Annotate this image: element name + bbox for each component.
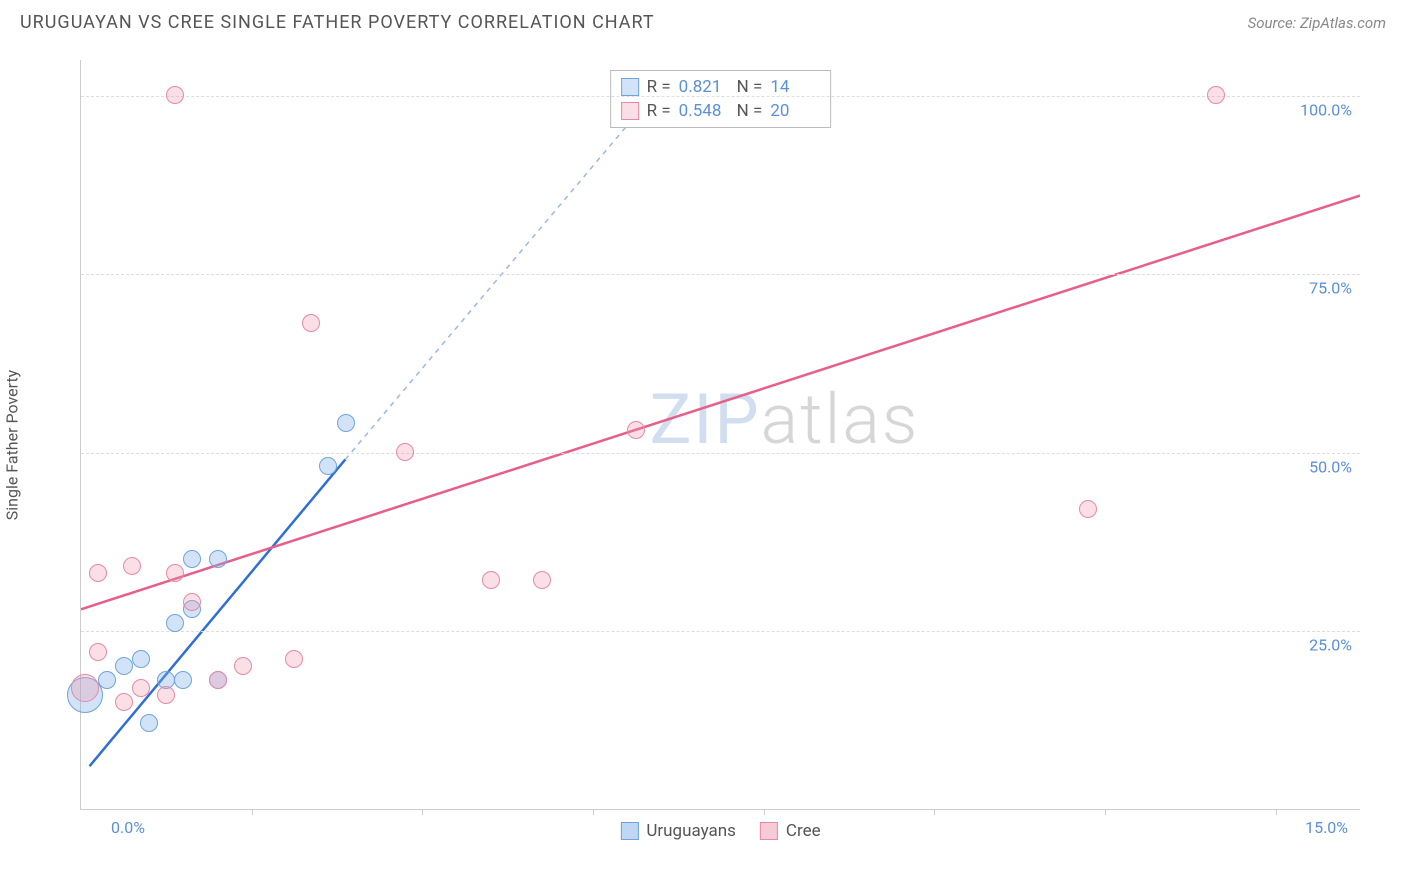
stats-row: R = 0.548 N = 20 xyxy=(621,99,821,123)
legend-swatch xyxy=(760,822,778,840)
legend-swatch xyxy=(621,102,639,120)
x-tick xyxy=(764,809,765,815)
data-point xyxy=(1207,86,1225,104)
data-point xyxy=(166,86,184,104)
trendline-uruguayans xyxy=(90,459,346,766)
legend-label: Uruguayans xyxy=(646,821,736,841)
trend-lines xyxy=(81,60,1360,809)
data-point xyxy=(89,564,107,582)
data-point xyxy=(302,314,320,332)
r-value: 0.548 xyxy=(679,101,729,121)
data-point xyxy=(183,550,201,568)
data-point xyxy=(132,650,150,668)
data-point xyxy=(209,671,227,689)
data-point xyxy=(71,674,99,702)
stat-label: R = xyxy=(647,77,671,97)
data-point xyxy=(627,421,645,439)
x-tick xyxy=(1276,809,1277,815)
watermark: ZIPatlas xyxy=(649,379,919,461)
data-point xyxy=(98,671,116,689)
trendline-extension xyxy=(345,96,652,460)
data-point xyxy=(123,557,141,575)
data-point xyxy=(234,657,252,675)
data-point xyxy=(174,671,192,689)
data-point xyxy=(115,693,133,711)
data-point xyxy=(115,657,133,675)
data-point xyxy=(183,593,201,611)
gridline xyxy=(81,453,1360,454)
x-tick xyxy=(593,809,594,815)
x-axis-min-label: 0.0% xyxy=(111,818,145,837)
stat-label: N = xyxy=(737,101,763,121)
plot-area: ZIPatlas R =0.821N =14R =0.548N =20 Urug… xyxy=(80,60,1360,810)
data-point xyxy=(166,564,184,582)
y-tick-label: 25.0% xyxy=(1309,636,1352,655)
x-tick xyxy=(1105,809,1106,815)
y-axis-title: Single Father Poverty xyxy=(3,370,22,521)
r-value: 0.821 xyxy=(679,77,729,97)
trendline-cree xyxy=(81,196,1360,610)
data-point xyxy=(1079,500,1097,518)
chart-title: URUGUAYAN VS CREE SINGLE FATHER POVERTY … xyxy=(20,12,655,33)
x-tick xyxy=(422,809,423,815)
data-point xyxy=(396,443,414,461)
data-point xyxy=(166,614,184,632)
x-tick xyxy=(934,809,935,815)
legend-item: Uruguayans xyxy=(620,821,736,841)
legend-label: Cree xyxy=(786,821,821,841)
data-point xyxy=(482,571,500,589)
data-point xyxy=(132,679,150,697)
y-tick-label: 100.0% xyxy=(1300,100,1352,119)
gridline xyxy=(81,96,1360,97)
n-value: 20 xyxy=(770,101,820,121)
watermark-atlas: atlas xyxy=(761,379,920,461)
legend-swatch xyxy=(620,822,638,840)
y-tick-label: 50.0% xyxy=(1309,457,1352,476)
gridline xyxy=(81,631,1360,632)
correlation-stats-box: R = 0.821 N = 14 R = 0.548 N = 20 xyxy=(610,70,832,128)
data-point xyxy=(89,643,107,661)
n-value: 14 xyxy=(770,77,820,97)
x-axis-max-label: 15.0% xyxy=(1305,818,1348,837)
data-point xyxy=(337,414,355,432)
chart-header: URUGUAYAN VS CREE SINGLE FATHER POVERTY … xyxy=(0,0,1406,41)
stat-label: N = xyxy=(737,77,763,97)
chart-source: Source: ZipAtlas.com xyxy=(1248,14,1386,32)
legend-item: Cree xyxy=(760,821,821,841)
legend-swatch xyxy=(621,78,639,96)
data-point xyxy=(285,650,303,668)
data-point xyxy=(140,714,158,732)
data-point xyxy=(533,571,551,589)
stat-label: R = xyxy=(647,101,671,121)
y-tick-label: 75.0% xyxy=(1309,279,1352,298)
x-tick xyxy=(252,809,253,815)
data-point xyxy=(157,686,175,704)
chart-container: Single Father Poverty ZIPatlas R =0.821N… xyxy=(50,50,1390,840)
series-legend: Uruguayans Cree xyxy=(620,821,820,841)
watermark-zip: ZIP xyxy=(649,379,760,461)
data-point xyxy=(319,457,337,475)
gridline xyxy=(81,274,1360,275)
data-point xyxy=(209,550,227,568)
